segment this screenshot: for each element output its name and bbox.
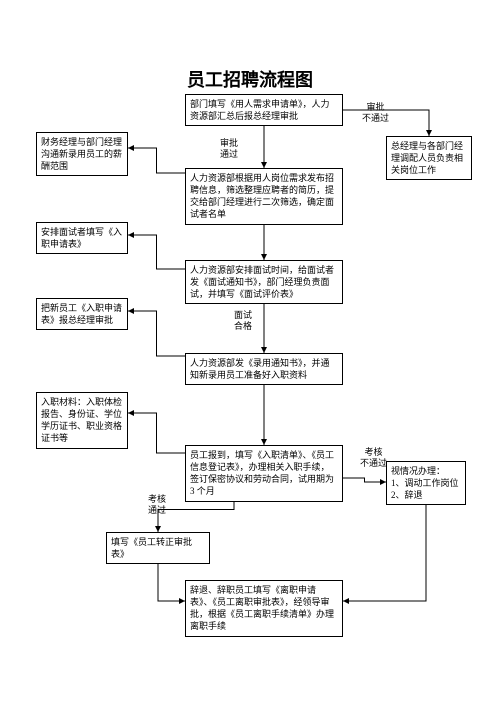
edge-label-l5: 考核 不通过: [360, 447, 387, 469]
flow-node-n11: 视情况办理： 1、调动工作岗位 2、辞退: [386, 461, 466, 505]
edge-label-l1: 审批 不通过: [362, 102, 389, 124]
flow-node-n6: 人力资源部安排面试时间，给面试者发《面试通知书》，部门经理负责面试，并填写《面试…: [185, 260, 343, 304]
flow-node-n4: 财务经理与部门经理沟通新录用员工的薪酬范围: [36, 132, 128, 176]
flow-node-n3: 人力资源部根据用人岗位需求发布招聘信息，筛选整理应聘者的简历，提交给部门经理进行…: [185, 168, 343, 225]
flow-node-n9: 入职材料：入职体检报告、身份证、学位学历证书、职业资格证书等: [36, 392, 128, 449]
edge-label-l4: 考核 通过: [148, 494, 166, 516]
flow-node-n2: 总经理与各部门经理调配人员负责相关岗位工作: [386, 136, 472, 180]
flow-node-n1: 部门填写《用人需求申请单》，人力资源部汇总后报总经理审批: [185, 94, 343, 126]
page-title: 员工招聘流程图: [0, 66, 500, 92]
flow-node-n12: 填写《员工转正审批表》: [106, 532, 210, 564]
flow-node-n7: 把新员工《入职申请表》报总经理审批: [36, 298, 128, 330]
edge-label-l3: 面试 合格: [234, 310, 252, 332]
flow-node-n10: 员工报到，填写《入职清单》、《员工信息登记表》，办理相关入职手续，签订保密协议和…: [185, 445, 343, 502]
edge-label-l2: 审批 通过: [220, 138, 238, 160]
flow-node-n8: 人力资源部发《录用通知书》，并通知新录用员工准备好入职资料: [185, 353, 343, 385]
flow-node-n13: 辞退、辞职员工填写《离职申请表》、《员工离职审批表》，经领导审批，根据《员工离职…: [185, 580, 343, 637]
flow-node-n5: 安排面试者填写《入职申请表》: [36, 222, 128, 254]
